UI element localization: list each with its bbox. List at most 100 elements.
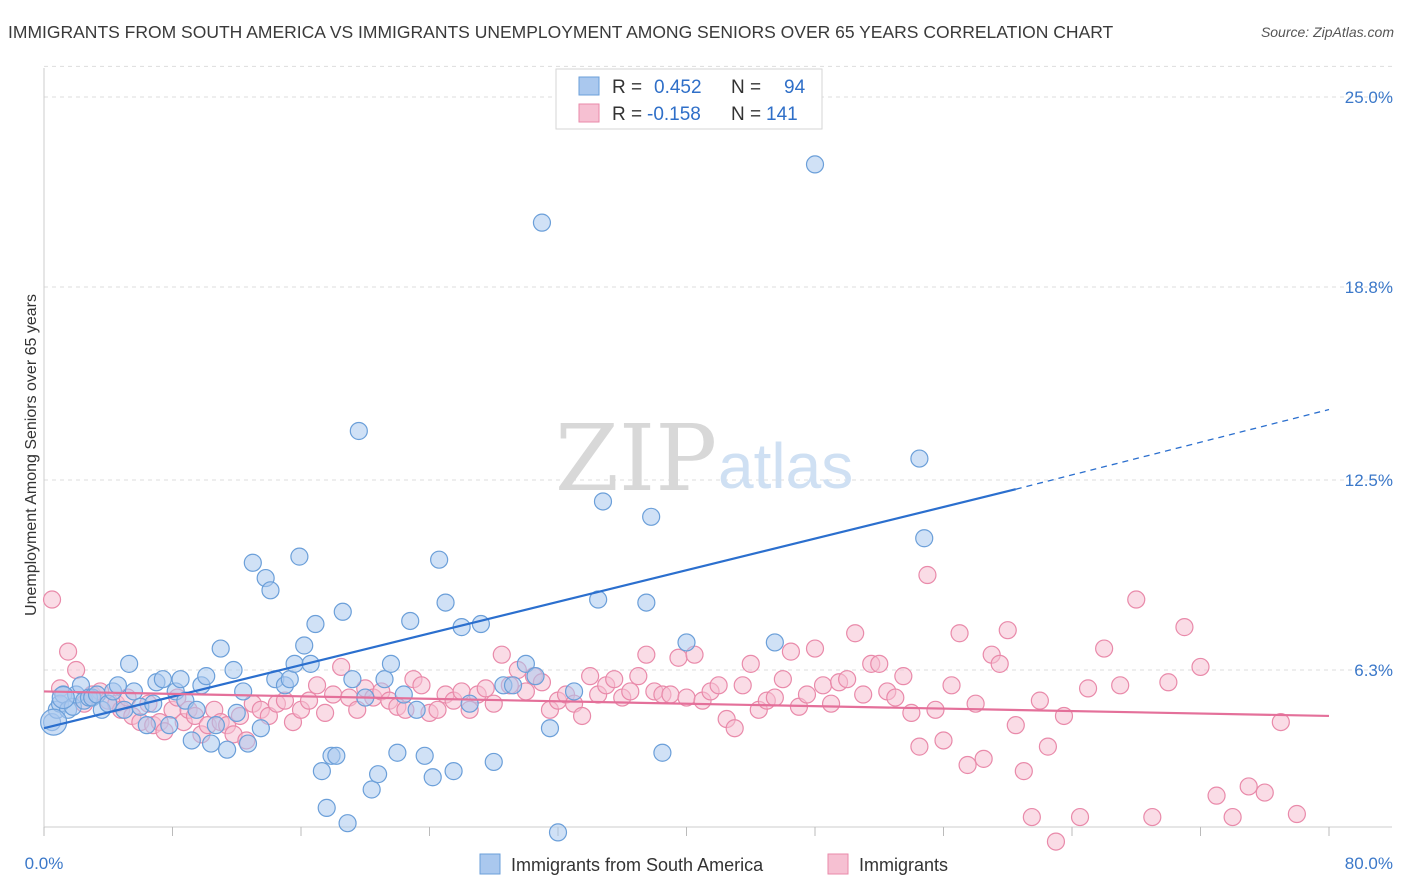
pink-point-138 <box>1159 673 1178 692</box>
pink-point-0 <box>42 590 62 609</box>
pink-point-137 <box>1143 807 1162 827</box>
pink-point-61 <box>492 645 511 664</box>
pink-point-72 <box>581 667 600 686</box>
pink-point-78 <box>629 667 648 686</box>
blue-trend-line <box>43 488 1017 730</box>
watermark-zip: ZIP <box>555 405 717 512</box>
blue-point-76 <box>471 614 490 634</box>
source-credit: Source: ZipAtlas.com <box>1260 24 1394 40</box>
pink-point-124 <box>998 621 1017 640</box>
blue-point-47 <box>285 654 304 673</box>
pink-point-135 <box>1111 676 1130 695</box>
blue-point-29 <box>187 700 206 719</box>
pink-point-91 <box>733 676 752 695</box>
pink-point-40 <box>324 685 343 704</box>
pink-point-115 <box>926 700 945 719</box>
y-tick-label-2: 18.8% <box>1345 278 1393 297</box>
blue-point-41 <box>251 719 270 738</box>
pink-point-95 <box>765 688 784 707</box>
pink-point-102 <box>821 694 841 713</box>
pink-point-130 <box>1046 832 1066 851</box>
pink-point-99 <box>797 685 817 704</box>
blue-point-81 <box>526 667 545 686</box>
pink-point-128 <box>1030 691 1049 710</box>
blue-point-94 <box>910 449 929 468</box>
pink-point-77 <box>621 682 640 701</box>
pink-trend-line <box>43 690 1330 718</box>
legend-n-label-blue: N = <box>731 77 761 98</box>
pink-point-114 <box>918 565 937 585</box>
blue-point-87 <box>593 492 613 511</box>
blue-point-46 <box>280 670 299 689</box>
blue-point-24 <box>160 716 179 735</box>
blue-point-91 <box>677 633 696 652</box>
blue-point-92 <box>765 633 784 652</box>
pink-point-3 <box>67 660 86 680</box>
x-tick-labels: 0.0% 80.0% <box>25 854 1393 873</box>
pink-point-142 <box>1223 807 1242 827</box>
series-legend-label-pink: Immigrants <box>859 855 948 875</box>
blue-point-32 <box>201 734 221 753</box>
blue-point-48 <box>290 547 309 566</box>
pink-point-53 <box>428 700 447 719</box>
series-legend-swatch-blue <box>479 853 501 875</box>
blue-point-62 <box>369 765 388 784</box>
blue-point-71 <box>430 550 449 569</box>
legend-swatch-blue <box>578 76 600 96</box>
pink-point-71 <box>572 706 592 726</box>
blue-point-51 <box>306 614 325 634</box>
y-axis-label: Unemployment Among Seniors over 65 years <box>23 294 40 616</box>
blue-point-85 <box>564 682 584 701</box>
pink-point-97 <box>781 642 801 661</box>
pink-point-139 <box>1175 618 1194 637</box>
y-tick-label-0: 6.3% <box>1354 661 1393 680</box>
blue-point-75 <box>460 694 479 713</box>
pink-point-101 <box>813 676 833 695</box>
blue-point-59 <box>349 421 368 441</box>
blue-point-23 <box>153 670 172 689</box>
axes <box>43 68 1392 836</box>
blue-point-83 <box>540 719 560 738</box>
blue-point-33 <box>206 716 225 735</box>
pink-point-146 <box>1287 804 1306 824</box>
blue-point-82 <box>532 213 552 232</box>
blue-point-15 <box>108 676 127 695</box>
blue-point-43 <box>261 581 280 600</box>
pink-point-37 <box>299 691 319 710</box>
pink-point-88 <box>709 676 728 695</box>
blue-point-77 <box>484 752 503 772</box>
pink-point-83 <box>669 648 688 667</box>
blue-point-36 <box>224 660 243 680</box>
pink-point-127 <box>1022 807 1041 827</box>
series-legend-swatch-pink <box>827 853 849 875</box>
pink-point-119 <box>958 755 977 775</box>
blue-point-84 <box>548 823 568 842</box>
blue-point-70 <box>423 768 442 787</box>
pink-point-38 <box>307 676 327 695</box>
series-legend: Immigrants from South America Immigrants <box>479 853 948 875</box>
blue-point-58 <box>343 670 362 689</box>
blue-point-90 <box>653 743 672 762</box>
pink-point-59 <box>476 679 495 698</box>
blue-point-37 <box>227 703 246 722</box>
pink-point-120 <box>966 694 985 713</box>
pink-point-126 <box>1014 762 1033 781</box>
pink-point-104 <box>838 670 857 689</box>
pink-point-141 <box>1207 786 1226 805</box>
trend-lines <box>43 408 1330 730</box>
blue-point-18 <box>124 682 144 701</box>
blue-point-26 <box>171 670 190 689</box>
correlation-legend: R = 0.452 N = 94 R = -0.158 N = 141 <box>555 68 823 130</box>
blue-point-95 <box>915 529 934 548</box>
blue-series-points <box>40 155 934 842</box>
pink-point-145 <box>1271 712 1290 732</box>
y-tick-label-3: 25.0% <box>1345 88 1393 107</box>
blue-point-72 <box>436 593 455 612</box>
blue-point-55 <box>327 746 346 765</box>
blue-point-49 <box>295 636 314 655</box>
pink-point-92 <box>741 654 760 673</box>
pink-point-123 <box>990 654 1009 673</box>
legend-n-value-pink: 141 <box>766 104 798 125</box>
pink-point-121 <box>974 749 993 768</box>
